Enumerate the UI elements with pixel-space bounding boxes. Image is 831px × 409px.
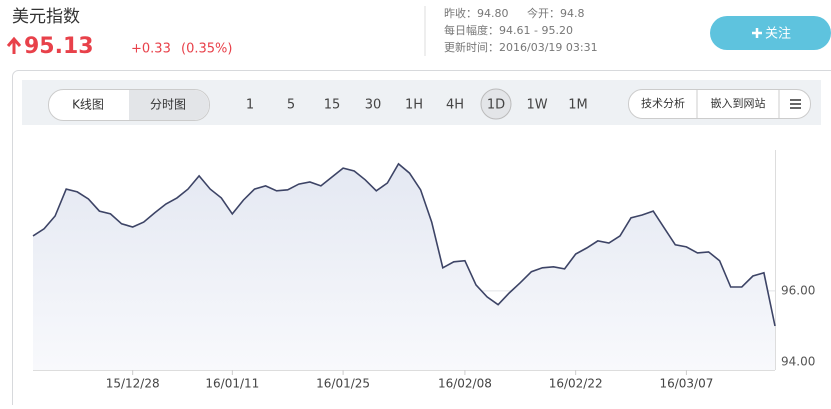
period[interactable]: 1M (568, 98, 588, 113)
prev-close: 昨收：94.80 (444, 6, 509, 20)
x-tick-label: 16/03/07 (659, 377, 713, 391)
up-arrow (8, 39, 20, 54)
tool-button[interactable]: 嵌入到网站 (711, 96, 766, 110)
tool-button[interactable]: 技术分析 (641, 96, 685, 110)
index-name: 美元指数 (12, 7, 80, 27)
period[interactable]: 5 (287, 98, 295, 113)
y-tick-label: 96.00 (781, 283, 815, 297)
view-tab[interactable]: 分时图 (150, 98, 186, 112)
change: +0.33 (131, 42, 171, 57)
updated: 更新时间：2016/03/19 03:31 (444, 40, 598, 54)
change-pct: (0.35%) (181, 42, 232, 57)
x-tick-label: 16/02/08 (438, 377, 492, 391)
x-tick-label: 16/01/25 (316, 377, 370, 391)
x-tick-label: 16/01/11 (205, 377, 259, 391)
follow-label[interactable]: 关注 (765, 27, 791, 42)
period[interactable]: 1W (526, 98, 547, 113)
y-tick-label: 94.00 (781, 354, 815, 368)
range: 每日幅度：94.61 - 95.20 (444, 23, 573, 37)
price: 95.13 (24, 34, 94, 59)
x-tick-label: 16/02/22 (549, 377, 603, 391)
period[interactable]: 15 (324, 98, 341, 113)
period[interactable]: 30 (365, 98, 382, 113)
period[interactable]: 1D (487, 98, 505, 113)
x-tick-label: 15/12/28 (106, 377, 160, 391)
view-tab[interactable]: K线图 (72, 98, 104, 112)
period[interactable]: 1H (405, 98, 423, 113)
period[interactable]: 1 (246, 98, 254, 113)
open: 今开：94.8 (527, 6, 585, 20)
period[interactable]: 4H (446, 98, 464, 113)
